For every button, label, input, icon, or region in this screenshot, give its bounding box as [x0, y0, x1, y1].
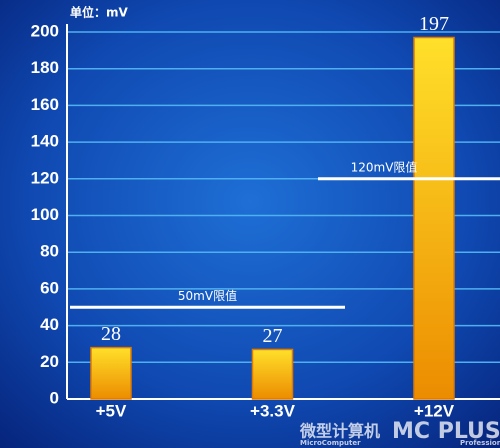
- y-tick-label: 60: [40, 278, 59, 297]
- watermark: Professional: [460, 439, 500, 447]
- y-tick-label: 120: [31, 168, 59, 187]
- y-tick-label: 40: [40, 315, 59, 334]
- y-tick-label: 80: [40, 242, 59, 261]
- limit-label: 120mV限值: [351, 159, 418, 174]
- chart-title: 单位：mV: [70, 5, 129, 20]
- limit-label: 50mV限值: [178, 288, 237, 303]
- y-tick-label: 100: [31, 205, 59, 224]
- x-tick-label: +12V: [414, 401, 455, 420]
- bar: [413, 36, 455, 400]
- value-label: 28: [101, 323, 121, 345]
- y-tick-label: 160: [31, 95, 59, 114]
- bar: [90, 346, 132, 400]
- watermark: MC PLUS: [392, 419, 500, 444]
- y-tick-label: 180: [31, 58, 59, 77]
- y-tick-label: 20: [40, 352, 59, 371]
- bar: [251, 348, 294, 400]
- value-label: 197: [419, 13, 449, 35]
- y-tick-label: 200: [31, 21, 59, 40]
- y-tick-label: 0: [50, 388, 59, 407]
- x-tick-label: +3.3V: [250, 401, 296, 420]
- watermark: MicroComputer: [300, 439, 361, 447]
- x-tick-label: +5V: [96, 401, 127, 420]
- watermark: 微型计算机: [299, 422, 380, 441]
- y-tick-label: 140: [31, 132, 59, 151]
- value-label: 27: [263, 325, 283, 347]
